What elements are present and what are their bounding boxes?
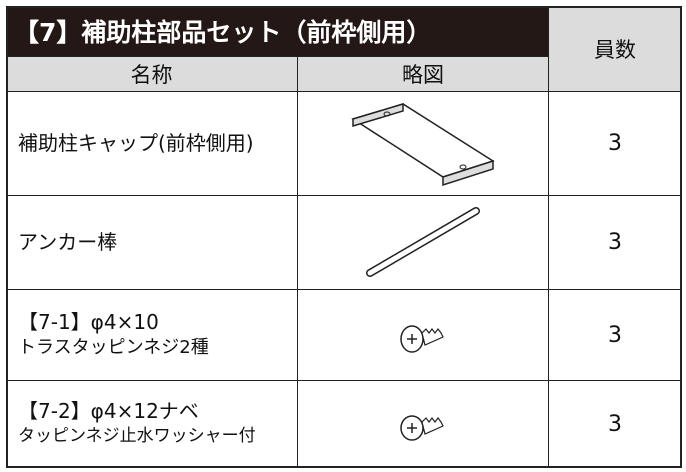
illustration bbox=[298, 92, 549, 196]
screw-drawing bbox=[400, 325, 444, 353]
row-name: 【7-2】φ4×12ナベタッピンネジ止水ワッシャー付 bbox=[6, 381, 298, 468]
quantity: 3 bbox=[549, 381, 682, 468]
column-header: 員数 bbox=[549, 6, 682, 92]
quantity: 3 bbox=[549, 196, 682, 290]
cap-drawing bbox=[351, 102, 495, 186]
name-line: タッピンネジ止水ワッシャー付 bbox=[18, 426, 256, 446]
illustration bbox=[298, 290, 549, 381]
row-name: 【7-1】φ4×10 トラスタッピンネジ2種 bbox=[6, 290, 298, 381]
row-name: 補助柱キャップ(前枠側用) bbox=[6, 92, 298, 196]
quantity: 3 bbox=[549, 290, 682, 381]
name-line: 補助柱キャップ(前枠側用) bbox=[18, 131, 254, 155]
rod-drawing bbox=[366, 206, 480, 277]
name-line: アンカー棒 bbox=[18, 230, 118, 254]
name-line: 【7-2】φ4×12ナベ bbox=[18, 399, 199, 423]
illustration bbox=[298, 196, 549, 290]
name-line: トラスタッピンネジ2種 bbox=[18, 337, 209, 358]
name-line: 【7-1】φ4×10 bbox=[18, 310, 159, 334]
row-name: アンカー棒 bbox=[6, 196, 298, 290]
table-title: 【7】補助柱部品セット（前枠側用） bbox=[6, 6, 549, 57]
illustration bbox=[298, 381, 549, 468]
screw-drawing bbox=[400, 415, 444, 441]
column-header: 名称 bbox=[6, 57, 298, 92]
quantity: 3 bbox=[549, 92, 682, 196]
column-header: 略図 bbox=[298, 57, 549, 92]
